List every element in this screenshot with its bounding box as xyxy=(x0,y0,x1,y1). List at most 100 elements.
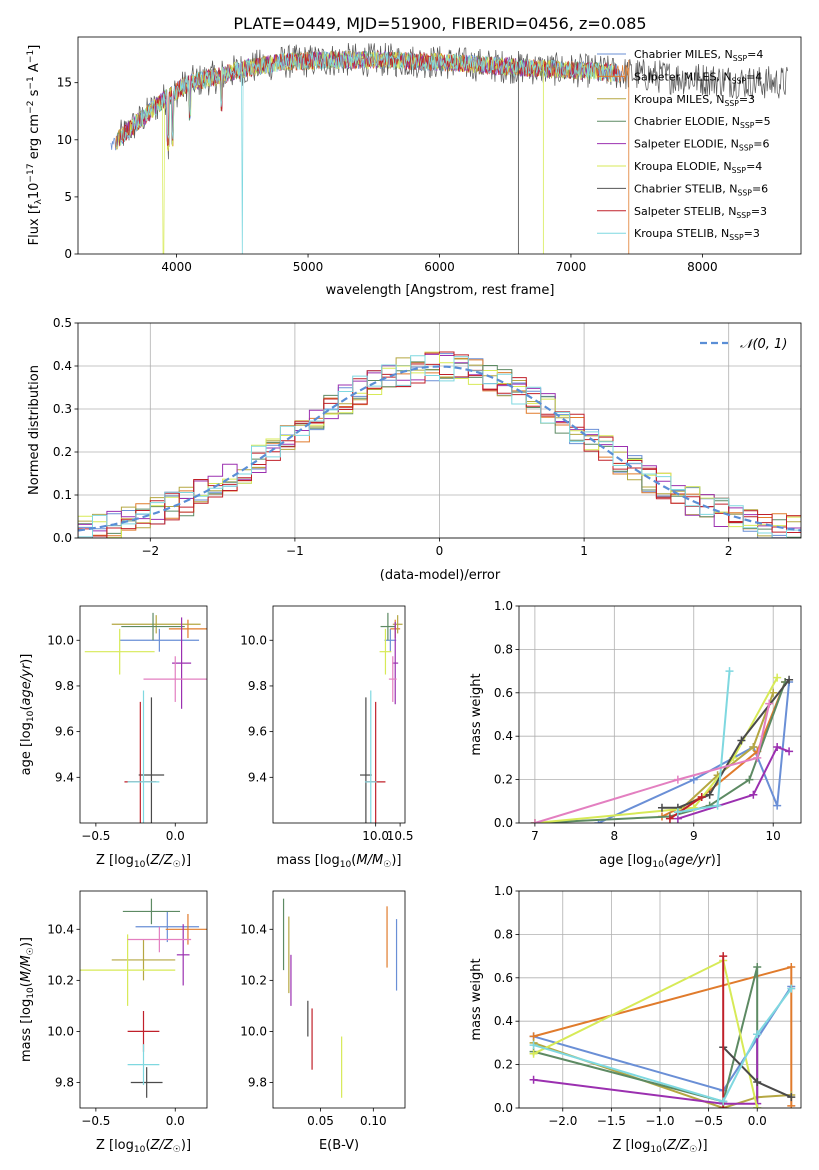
x-tick-label: −1.5 xyxy=(597,1114,626,1128)
x-tick-label: 1 xyxy=(580,544,588,558)
weight-point-marker xyxy=(773,743,782,752)
label-part: M/M xyxy=(19,955,34,982)
label-part: =4 xyxy=(746,160,762,173)
weight-point-marker xyxy=(753,1030,762,1039)
y-tick-label: 9.4 xyxy=(248,770,267,784)
label-part: ] xyxy=(27,45,42,50)
label-part: )] xyxy=(19,654,34,664)
mass-vs-ebv-axes: 0.05 0.10 9.8 10.0 10.2 10.4 E(B-V) xyxy=(240,890,406,1153)
label-part: mass [ xyxy=(277,853,320,868)
label-part: )] xyxy=(181,853,191,868)
age-vs-Z-axes: −0.5 0.09.49.69.810.0Z [log10(Z/Z☉)]age [… xyxy=(19,605,208,870)
x-tick-label: −1.0 xyxy=(645,1114,674,1128)
weight-point-marker xyxy=(697,792,706,801)
y-tick-label: 9.8 xyxy=(248,679,267,693)
label-part: Flux [f xyxy=(27,204,42,245)
label-part: mass [ xyxy=(19,1019,34,1062)
legend-entry: 𝒩(0, 1) xyxy=(740,337,787,352)
y-tick-label: 9.4 xyxy=(55,770,74,784)
weight-point-marker xyxy=(753,962,762,971)
y-axis-label: mass [log10(M/M☉)] xyxy=(19,937,36,1062)
x-tick-label: −1 xyxy=(286,544,304,558)
x-tick-label: 8000 xyxy=(687,260,718,274)
weight-point-marker xyxy=(673,808,682,817)
label-part: ☉ xyxy=(173,1145,181,1155)
label-part: =5 xyxy=(754,115,770,128)
label-part: =4 xyxy=(746,70,762,83)
label-part: λ xyxy=(34,199,44,205)
label-part: ( xyxy=(662,1138,667,1153)
legend-entry: Chabrier STELIB, NSSP=6 xyxy=(634,182,768,197)
weight-point-marker xyxy=(753,1077,762,1086)
y-tick-label: 0.3 xyxy=(53,402,72,416)
label-part: −17 xyxy=(26,163,36,182)
weight-point-marker xyxy=(719,952,728,961)
label-part: =6 xyxy=(752,182,768,195)
plot-area xyxy=(110,42,788,254)
weight-point-marker xyxy=(787,1101,796,1108)
weight-point-marker xyxy=(753,753,762,762)
y-tick-label: 10 xyxy=(57,133,72,147)
label-part: log xyxy=(114,1138,134,1153)
axes-frame xyxy=(77,36,802,255)
label-part: log xyxy=(19,722,34,742)
x-axis-label: E(B-V) xyxy=(319,1138,359,1153)
label-part: Chabrier ELODIE, N xyxy=(634,115,740,128)
y-tick-label: 1.0 xyxy=(494,884,513,898)
histogram-series xyxy=(78,355,801,538)
label-part: )] xyxy=(391,853,401,868)
weight-series-line xyxy=(533,1041,792,1108)
label-part: Chabrier MILES, N xyxy=(634,48,733,61)
x-tick-label: −0.5 xyxy=(694,1114,723,1128)
label-part: ☉ xyxy=(689,1145,697,1155)
y-tick-label: 5 xyxy=(64,190,72,204)
weight-series-line xyxy=(534,677,779,823)
y-tick-label: 10.4 xyxy=(240,922,267,936)
x-tick-label: 9 xyxy=(690,829,698,843)
weight-point-marker xyxy=(529,1041,538,1050)
label-part: Z/Z xyxy=(150,1138,174,1153)
x-tick-label: 0.0 xyxy=(748,1114,767,1128)
label-part: Z [ xyxy=(612,1138,630,1153)
histogram-series xyxy=(78,354,801,538)
y-axis-label: mass weight xyxy=(469,958,484,1040)
weight-series-line xyxy=(677,692,775,813)
weight-point-marker xyxy=(719,1097,728,1106)
spectrum-series-line xyxy=(119,50,618,147)
y-tick-label: 0.6 xyxy=(494,971,513,985)
axes-frame xyxy=(518,605,802,824)
label-part: )] xyxy=(181,1138,191,1153)
label-part: SSP xyxy=(736,211,751,220)
weight-point-marker xyxy=(737,736,746,745)
weight-point-marker xyxy=(785,675,794,684)
y-tick-label: 10.0 xyxy=(240,1024,267,1038)
label-part: Kroupa ELODIE, N xyxy=(634,160,732,173)
y-axis-label: age [log10(age/yr)] xyxy=(19,654,36,776)
weight-point-marker xyxy=(673,775,682,784)
label-part: age/yr xyxy=(669,853,712,868)
y-tick-label: 0.2 xyxy=(494,773,513,787)
label-part: 10 xyxy=(134,860,146,870)
label-part: SSP xyxy=(739,144,754,153)
weight-point-marker xyxy=(753,1104,762,1108)
axes-frame xyxy=(77,322,802,539)
label-part: SSP xyxy=(740,121,755,130)
label-part: s xyxy=(27,89,42,100)
x-tick-label: −0.5 xyxy=(81,829,110,843)
label-part: Z [ xyxy=(96,1138,114,1153)
plot-area xyxy=(282,898,398,1098)
label-part: log xyxy=(633,853,653,868)
label-part: age [ xyxy=(19,742,34,775)
weight-series-line xyxy=(533,988,793,1103)
x-axis-label: wavelength [Angstrom, rest frame] xyxy=(326,283,555,298)
label-part: )] xyxy=(19,937,34,947)
y-tick-label: 9.8 xyxy=(248,1075,267,1089)
label-part: SSP xyxy=(724,99,739,108)
y-axis-label: Normed distribution xyxy=(27,365,42,495)
mass-vs-Z-axes: −0.5 0.09.810.010.210.4Z [log10(Z/Z☉)]mas… xyxy=(19,890,208,1155)
plot-area xyxy=(529,952,796,1108)
axes-frame xyxy=(79,605,208,824)
label-part: )] xyxy=(711,853,721,868)
label-part: Z [ xyxy=(96,853,114,868)
